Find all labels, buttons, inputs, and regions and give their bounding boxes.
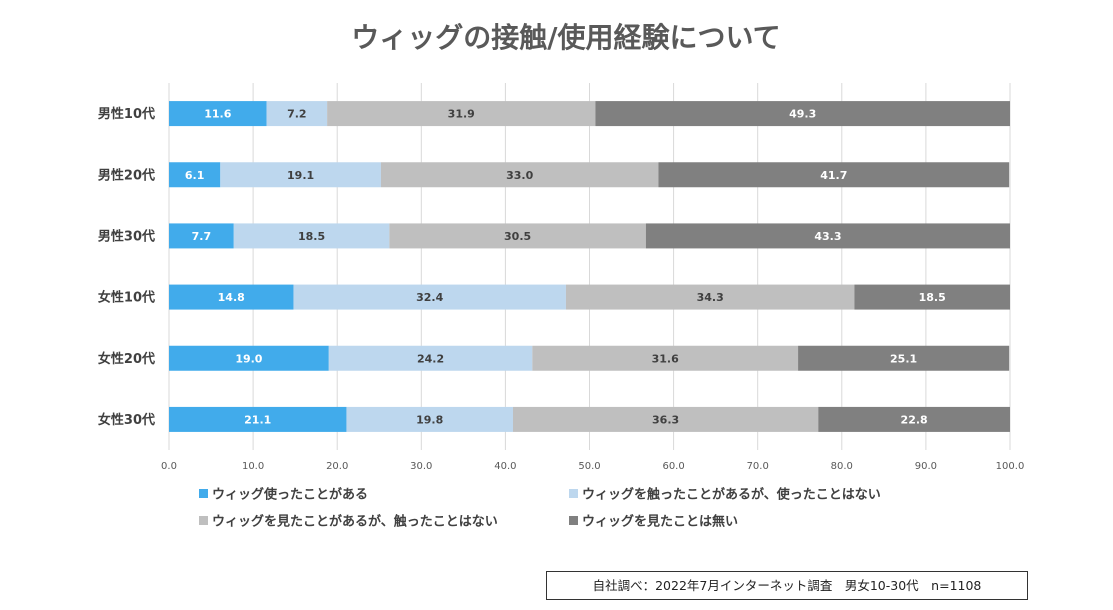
data-label: 18.5 — [298, 230, 325, 243]
legend-label: ウィッグ使ったことがある — [212, 487, 368, 503]
data-label: 43.3 — [814, 230, 841, 243]
data-label: 30.5 — [504, 230, 531, 243]
data-label: 25.1 — [890, 352, 917, 365]
bar-segment — [169, 406, 347, 432]
data-label: 33.0 — [506, 169, 533, 182]
data-label: 14.8 — [218, 291, 245, 304]
bar-segment — [169, 223, 234, 249]
legend: ウィッグ使ったことがある ウィッグを触ったことがあるが、使ったことはないウィッグを… — [199, 487, 881, 530]
bars: 11.6 7.2 31.9 49.3 6.1 19.1 33.0 41.7 7.7 18.5 30.… — [169, 101, 1010, 432]
legend-label: ウィッグを見たことがあるが、触ったことはない — [212, 514, 498, 530]
data-label: 24.2 — [417, 352, 444, 365]
category-label: 男性10代 — [98, 106, 155, 122]
x-tick-label: 60.0 — [662, 461, 684, 472]
x-tick-label: 20.0 — [326, 461, 348, 472]
category-label: 女性30代 — [98, 412, 155, 428]
data-label: 31.9 — [448, 108, 475, 121]
bar-segment — [798, 345, 1010, 371]
data-label: 31.6 — [652, 352, 679, 365]
category-label: 男性20代 — [98, 167, 155, 183]
bar-segment — [854, 284, 1010, 310]
data-label: 41.7 — [820, 169, 847, 182]
category-label: 男性30代 — [98, 228, 155, 244]
bar-segment — [169, 101, 267, 127]
data-label: 19.0 — [235, 352, 262, 365]
bar-segment — [169, 162, 221, 188]
bar-segment — [645, 223, 1010, 249]
bar-segment — [169, 345, 329, 371]
x-tick-label: 0.0 — [161, 461, 177, 472]
bar-segment — [293, 284, 566, 310]
x-tick-label: 80.0 — [831, 461, 853, 472]
bar-segment — [328, 345, 533, 371]
bar-segment — [512, 406, 819, 432]
legend-label: ウィッグを見たことは無い — [582, 514, 738, 530]
chart-title: ウィッグの接触/使用経験について — [351, 21, 780, 54]
bar-segment — [169, 284, 294, 310]
legend-swatch — [199, 516, 208, 525]
bar-segment — [220, 162, 381, 188]
x-tick-label: 70.0 — [747, 461, 769, 472]
bar-segment — [532, 345, 799, 371]
data-label: 22.8 — [901, 413, 928, 426]
category-label: 女性20代 — [98, 351, 155, 367]
data-label: 7.7 — [192, 230, 212, 243]
legend-swatch — [569, 516, 578, 525]
bar-segment — [327, 101, 596, 127]
x-tick-label: 40.0 — [494, 461, 516, 472]
data-label: 19.1 — [287, 169, 314, 182]
bar-segment — [595, 101, 1010, 127]
bar-segment — [658, 162, 1010, 188]
legend-label: ウィッグを触ったことがあるが、使ったことはない — [582, 487, 881, 503]
bar-segment — [380, 162, 659, 188]
bar-segment — [266, 101, 328, 127]
x-axis-ticks: 0.0 10.0 20.0 30.0 40.0 50.0 60.0 70.0 80.0 90.0 1… — [161, 461, 1024, 472]
data-label: 49.3 — [789, 108, 816, 121]
data-label: 6.1 — [185, 169, 205, 182]
data-label: 34.3 — [697, 291, 724, 304]
bar-segment — [389, 223, 646, 249]
legend-swatch — [569, 489, 578, 498]
bar-segment — [346, 406, 513, 432]
category-label: 女性10代 — [98, 290, 155, 306]
data-label: 19.8 — [416, 413, 443, 426]
gridlines — [168, 83, 1011, 450]
x-tick-label: 30.0 — [410, 461, 432, 472]
x-tick-label: 90.0 — [915, 461, 937, 472]
data-label: 18.5 — [919, 291, 946, 304]
data-label: 36.3 — [652, 413, 679, 426]
data-label: 21.1 — [244, 413, 271, 426]
bar-segment — [565, 284, 855, 310]
data-label: 32.4 — [416, 291, 443, 304]
legend-swatch — [199, 489, 208, 498]
x-tick-label: 100.0 — [996, 461, 1025, 472]
bar-segment — [233, 223, 390, 249]
data-label: 7.2 — [287, 108, 307, 121]
x-tick-label: 10.0 — [242, 461, 264, 472]
data-label: 11.6 — [204, 108, 231, 121]
survey-note: 自社調べ：2022年7月インターネット調査 男女10-30代 n=1108 — [546, 571, 1028, 600]
x-tick-label: 50.0 — [578, 461, 600, 472]
bar-segment — [818, 406, 1010, 432]
